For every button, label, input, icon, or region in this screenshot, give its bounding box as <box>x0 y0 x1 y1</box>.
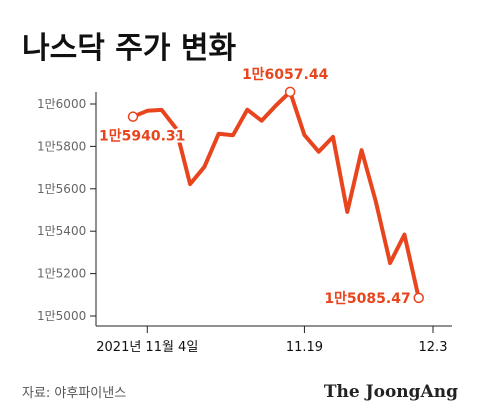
y-tick-label: 1만5000 <box>37 309 86 323</box>
y-tick-label: 1만5200 <box>37 267 86 281</box>
plot-area: 1만5940.311만5940.311만6057.441만6057.441만50… <box>97 65 424 309</box>
point-marker <box>127 111 139 122</box>
point-label: 1만5940.31 <box>99 129 185 145</box>
series-line <box>131 89 421 300</box>
source-note: 자료: 야후파이낸스 <box>22 386 126 401</box>
x-tick-label: 2021년 11월 4일 <box>96 340 198 355</box>
y-tick-label: 1만6000 <box>37 97 86 111</box>
x-tick-label: 12.3 <box>419 340 448 355</box>
x-tick-label: 11.19 <box>286 340 323 355</box>
point-label: 1만5085.47 <box>324 291 410 307</box>
brand-logo: The JoongAng <box>324 382 458 402</box>
point-label: 1만6057.44 <box>242 67 329 83</box>
y-axis: 1만5000 1만5200 1만5400 1만5600 1만5800 1만6000 <box>37 92 97 326</box>
chart-title: 나스닥 주가 변화 <box>22 31 236 66</box>
point-label-halo: 1만5940.31 <box>99 129 185 145</box>
point-label-halo: 1만5085.47 <box>324 291 410 307</box>
point-marker <box>413 292 424 304</box>
point-marker <box>284 86 296 98</box>
x-axis: 2021년 11월 4일 11.19 12.3 <box>96 325 452 355</box>
point-label-halo: 1만6057.44 <box>242 67 329 83</box>
y-tick-label: 1만5600 <box>37 182 86 196</box>
y-tick-label: 1만5800 <box>37 139 86 153</box>
y-tick-label: 1만5400 <box>37 224 86 238</box>
